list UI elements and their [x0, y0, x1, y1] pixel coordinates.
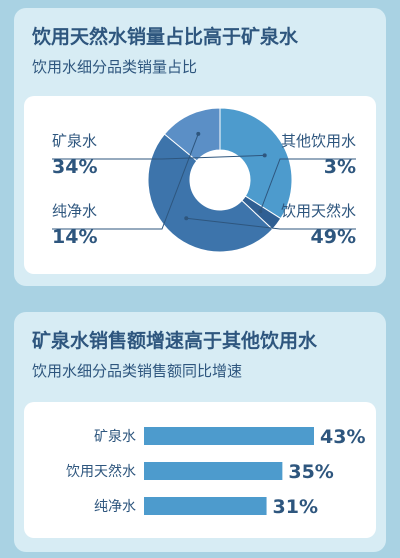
bar-category-label: 纯净水	[94, 499, 136, 515]
sales-share-card: 饮用天然水销量占比高于矿泉水 饮用水细分品类销量占比 矿泉水 34% 其他饮用水 3%…	[14, 8, 386, 286]
bar-value-label: 31%	[273, 496, 318, 518]
card-subtitle: 饮用水细分品类销售额同比增速	[32, 362, 243, 380]
card-title: 矿泉水销售额增速高于其他饮用水	[32, 330, 318, 352]
donut-leader-line	[259, 158, 356, 212]
donut-leader-dot	[184, 216, 189, 221]
donut-category-label: 纯净水	[52, 202, 97, 220]
bar-value-label: 35%	[288, 461, 333, 483]
card-subtitle: 饮用水细分品类销量占比	[32, 58, 198, 76]
growth-card: 矿泉水销售额增速高于其他饮用水 饮用水细分品类销售额同比增速 矿泉水 43% 饮用天…	[14, 312, 386, 552]
donut-value-label: 14%	[52, 226, 97, 248]
donut-value-label: 49%	[311, 226, 356, 248]
donut-leader-dot	[262, 153, 267, 158]
bar-chart-panel: 矿泉水 43% 饮用天然水 35% 纯净水 31%	[24, 402, 376, 538]
donut-leader-line	[52, 154, 265, 160]
bar-chart: 矿泉水 43% 饮用天然水 35% 纯净水 31%	[66, 426, 365, 518]
donut-category-label: 矿泉水	[52, 132, 97, 150]
donut-leader-line	[52, 133, 199, 230]
donut-leader-line	[186, 217, 356, 230]
bar-value-label: 43%	[320, 426, 365, 448]
donut-leader-dot	[196, 131, 201, 136]
donut-chart-panel: 矿泉水 34% 其他饮用水 3% 饮用天然水 49% 纯净水 14%	[24, 96, 376, 274]
bar-category-label: 矿泉水	[94, 428, 136, 445]
donut-value-label: 3%	[324, 156, 356, 178]
bar	[144, 427, 314, 445]
bar	[144, 462, 283, 480]
donut-category-label: 其他饮用水	[281, 132, 356, 150]
donut-value-label: 34%	[52, 156, 97, 178]
donut-chart: 矿泉水 34% 其他饮用水 3% 饮用天然水 49% 纯净水 14%	[52, 107, 356, 253]
bar	[144, 497, 267, 515]
card-title: 饮用天然水销量占比高于矿泉水	[32, 26, 299, 48]
donut-slice	[163, 107, 221, 162]
donut-leader-dot	[258, 209, 263, 214]
bar-category-label: 饮用天然水	[66, 463, 136, 480]
donut-category-label: 饮用天然水	[281, 202, 356, 220]
donut-slice	[219, 107, 293, 220]
donut-slice	[147, 133, 274, 253]
